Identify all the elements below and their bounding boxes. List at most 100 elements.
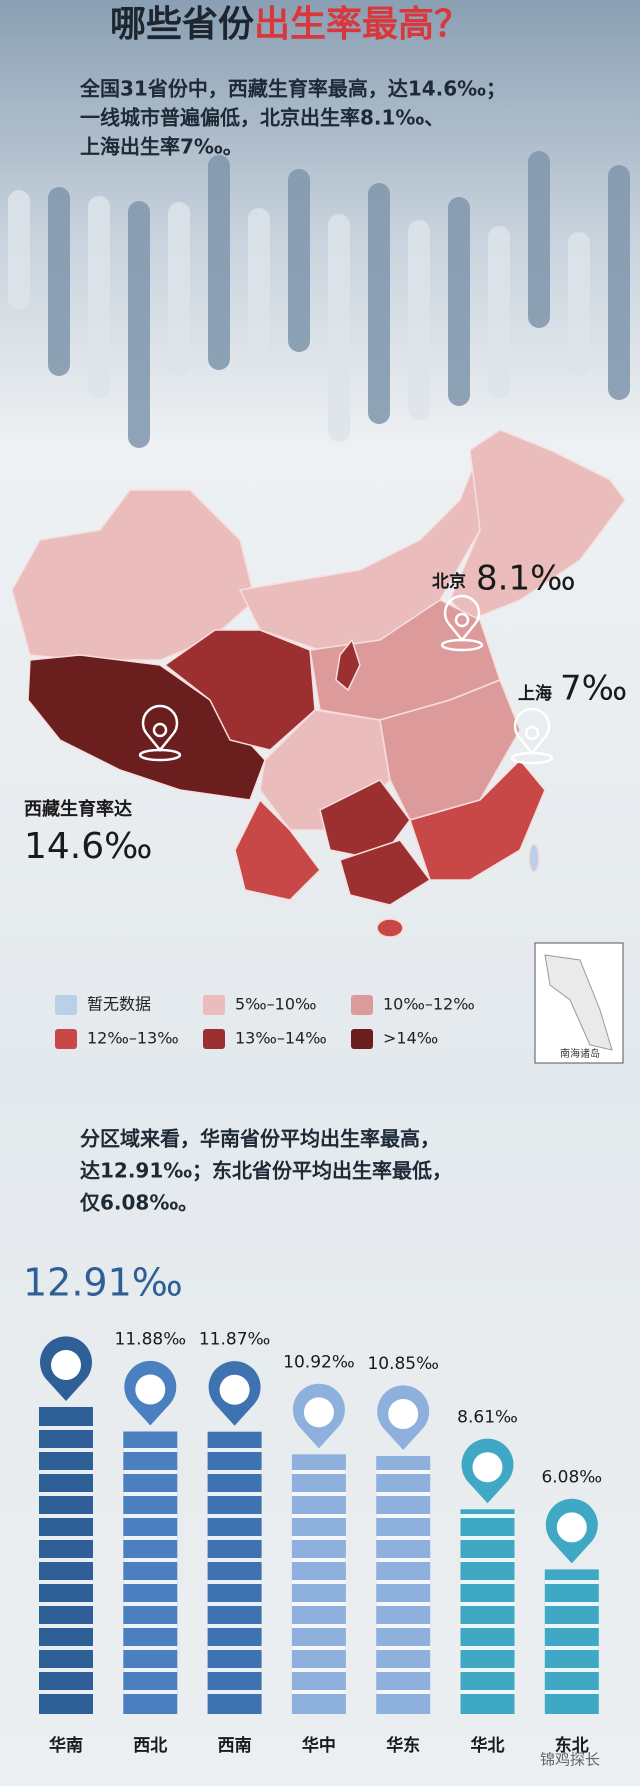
marker-dot	[135, 1374, 166, 1405]
x-tick-label: 西北	[133, 1736, 167, 1756]
inset-land	[544, 954, 613, 1051]
bar-gap	[376, 1492, 431, 1496]
bar-gap	[291, 1492, 346, 1496]
value-label: 11.88‰	[115, 1329, 186, 1349]
bar-gap	[460, 1602, 515, 1606]
decor-pills	[8, 151, 630, 448]
legend-swatch	[351, 995, 373, 1015]
intro-line: 一线城市普遍偏低，北京出生率8.1‰、	[80, 106, 444, 130]
bar-gap	[291, 1470, 346, 1474]
bar	[460, 1509, 515, 1714]
bar-gap	[123, 1580, 178, 1584]
pill	[208, 155, 230, 370]
summary-line: 仅6.08‰。	[80, 1191, 198, 1215]
x-tick-label: 华东	[386, 1735, 420, 1756]
callout-label: 北京	[432, 571, 466, 592]
bar-gap	[207, 1646, 262, 1650]
pill	[48, 187, 70, 376]
bar-gap	[123, 1448, 178, 1452]
bar-gap	[291, 1514, 346, 1518]
bar-gap	[544, 1668, 599, 1672]
pill	[528, 151, 550, 328]
bar-gap	[460, 1580, 515, 1584]
value-label: 10.85‰	[367, 1354, 438, 1374]
pill	[488, 226, 510, 398]
bar-gap	[291, 1558, 346, 1562]
legend-swatch	[55, 1029, 77, 1049]
pill	[568, 232, 590, 376]
bar-gap	[207, 1558, 262, 1562]
bar-gap	[39, 1558, 93, 1562]
intro-line: 上海出生率7‰。	[80, 135, 243, 159]
bar	[123, 1431, 178, 1714]
callout-value: 7‰	[560, 669, 627, 709]
bar-gap	[39, 1580, 93, 1584]
bar-gap	[123, 1492, 178, 1496]
bar-gap	[39, 1668, 93, 1672]
bar-gap	[207, 1690, 262, 1694]
bar-gap	[460, 1558, 515, 1562]
bar-gap	[207, 1514, 262, 1518]
callout-value: 14.6‰	[24, 826, 152, 867]
bar-gap	[39, 1492, 93, 1496]
pill	[248, 208, 270, 354]
title-part: 出生率最高？	[254, 4, 470, 45]
legend-swatch	[203, 1029, 225, 1049]
marker-dot	[303, 1397, 334, 1428]
callout-label: 上海	[518, 683, 552, 704]
x-tick-label: 西南	[218, 1735, 252, 1756]
region	[376, 918, 404, 938]
pill	[408, 220, 430, 420]
legend-label: 5‰–10‰	[235, 995, 316, 1014]
region	[339, 839, 432, 906]
pin	[443, 594, 481, 642]
bar-gap	[39, 1426, 93, 1430]
marker-dot	[219, 1374, 250, 1405]
bar-gap	[39, 1690, 93, 1694]
pill	[368, 183, 390, 424]
bar-gap	[123, 1514, 178, 1518]
bar-gap	[460, 1624, 515, 1628]
bar-gap	[123, 1624, 178, 1628]
value-label: 8.61‰	[457, 1407, 518, 1427]
bar-gap	[291, 1690, 346, 1694]
bar-gap	[460, 1690, 515, 1694]
inset-label: 南海诸岛	[560, 1047, 600, 1060]
callout-label: 西藏生育率达	[24, 798, 132, 820]
x-tick-label: 华南	[49, 1735, 83, 1756]
x-tick-label: 华中	[302, 1735, 336, 1756]
pill	[288, 169, 310, 352]
legend-swatch	[55, 995, 77, 1015]
legend-label: 暂无数据	[87, 995, 151, 1014]
bar-gap	[291, 1624, 346, 1628]
bar-gap	[291, 1646, 346, 1650]
bar-gap	[207, 1448, 262, 1452]
bar-gap	[460, 1668, 515, 1672]
x-tick-label: 华北	[471, 1735, 505, 1756]
title-part: 哪些省份	[110, 4, 254, 45]
bar-gap	[376, 1646, 431, 1650]
value-label: 12.91‰	[23, 1261, 183, 1305]
x-tick-label: 东北	[555, 1735, 589, 1756]
marker-dot	[472, 1452, 503, 1483]
bar-gap	[123, 1470, 178, 1474]
legend-swatch	[351, 1029, 373, 1049]
bar-gap	[39, 1536, 93, 1540]
pill	[608, 165, 630, 400]
bar-gap	[544, 1580, 599, 1584]
pin-base	[138, 748, 182, 762]
region	[234, 798, 321, 901]
bar-gap	[376, 1514, 431, 1518]
legend-label: >14‰	[383, 1029, 438, 1048]
bar-gap	[376, 1602, 431, 1606]
pill	[328, 214, 350, 442]
bar-gap	[291, 1536, 346, 1540]
bar-gap	[207, 1668, 262, 1672]
bar-gap	[207, 1536, 262, 1540]
bar-gap	[39, 1646, 93, 1650]
bar-gap	[460, 1514, 515, 1518]
bar-gap	[123, 1668, 178, 1672]
bar-gap	[207, 1602, 262, 1606]
bar-gap	[376, 1668, 431, 1672]
